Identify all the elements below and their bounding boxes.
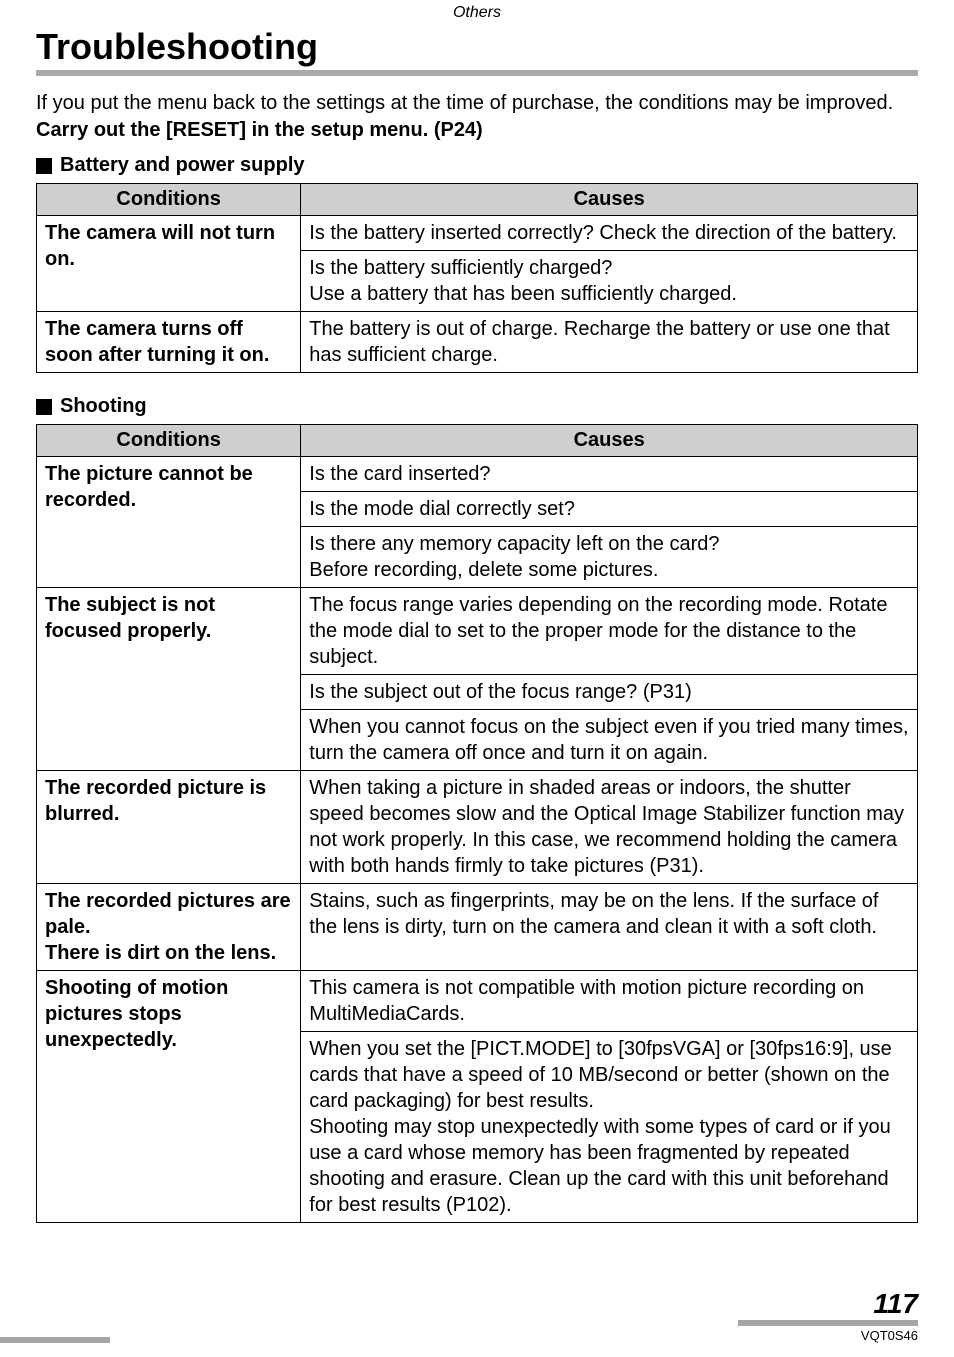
page-title: Troubleshooting: [36, 26, 918, 68]
intro-bold: Carry out the [RESET] in the setup menu.…: [36, 119, 483, 141]
intro-paragraph: If you put the menu back to the settings…: [36, 90, 918, 144]
page-container: Others Troubleshooting If you put the me…: [0, 0, 954, 1357]
cause-cell: This camera is not compatible with motio…: [301, 971, 918, 1032]
table-battery: Conditions Causes The camera will not tu…: [36, 183, 918, 373]
cause-cell: Is the battery sufficiently charged? Use…: [301, 251, 918, 312]
table-row: The subject is not focused properly. The…: [37, 588, 918, 675]
col-conditions: Conditions: [37, 425, 301, 457]
doc-id: VQT0S46: [738, 1328, 918, 1343]
cause-cell: When taking a picture in shaded areas or…: [301, 771, 918, 884]
section-label: Others: [36, 4, 918, 22]
footer-left-rule: [0, 1337, 110, 1343]
condition-cell: The subject is not focused properly.: [37, 588, 301, 771]
cause-cell: Is the mode dial correctly set?: [301, 492, 918, 527]
table-shooting: Conditions Causes The picture cannot be …: [36, 424, 918, 1223]
table-header-row: Conditions Causes: [37, 425, 918, 457]
subheading-battery: Battery and power supply: [36, 154, 918, 177]
condition-cell: The picture cannot be recorded.: [37, 457, 301, 588]
cause-cell: Is the card inserted?: [301, 457, 918, 492]
condition-cell: The camera turns off soon after turning …: [37, 312, 301, 373]
square-bullet-icon: [36, 399, 52, 415]
square-bullet-icon: [36, 158, 52, 174]
cause-cell: Stains, such as fingerprints, may be on …: [301, 884, 918, 971]
table-row: The recorded pictures are pale. There is…: [37, 884, 918, 971]
cause-cell: Is the battery inserted correctly? Check…: [301, 216, 918, 251]
table-row: The picture cannot be recorded. Is the c…: [37, 457, 918, 492]
condition-cell: The camera will not turn on.: [37, 216, 301, 312]
subheading-battery-label: Battery and power supply: [60, 154, 305, 177]
table-row: Shooting of motion pictures stops unexpe…: [37, 971, 918, 1032]
table-row: The camera will not turn on. Is the batt…: [37, 216, 918, 251]
table-header-row: Conditions Causes: [37, 184, 918, 216]
condition-cell: Shooting of motion pictures stops unexpe…: [37, 971, 301, 1223]
footer-rule: [738, 1320, 918, 1326]
subheading-shooting-label: Shooting: [60, 395, 147, 418]
cause-cell: Is the subject out of the focus range? (…: [301, 675, 918, 710]
cause-cell: The focus range varies depending on the …: [301, 588, 918, 675]
page-number: 117: [738, 1288, 918, 1320]
table-row: The recorded picture is blurred. When ta…: [37, 771, 918, 884]
title-rule: Troubleshooting: [36, 26, 918, 76]
cause-cell: Is there any memory capacity left on the…: [301, 527, 918, 588]
intro-text: If you put the menu back to the settings…: [36, 92, 893, 114]
condition-cell: The recorded picture is blurred.: [37, 771, 301, 884]
cause-cell: When you cannot focus on the subject eve…: [301, 710, 918, 771]
subheading-shooting: Shooting: [36, 395, 918, 418]
cause-cell: The battery is out of charge. Recharge t…: [301, 312, 918, 373]
col-causes: Causes: [301, 425, 918, 457]
table-row: The camera turns off soon after turning …: [37, 312, 918, 373]
condition-cell: The recorded pictures are pale. There is…: [37, 884, 301, 971]
cause-cell: When you set the [PICT.MODE] to [30fpsVG…: [301, 1032, 918, 1223]
col-conditions: Conditions: [37, 184, 301, 216]
footer: 117 VQT0S46: [738, 1288, 918, 1343]
col-causes: Causes: [301, 184, 918, 216]
